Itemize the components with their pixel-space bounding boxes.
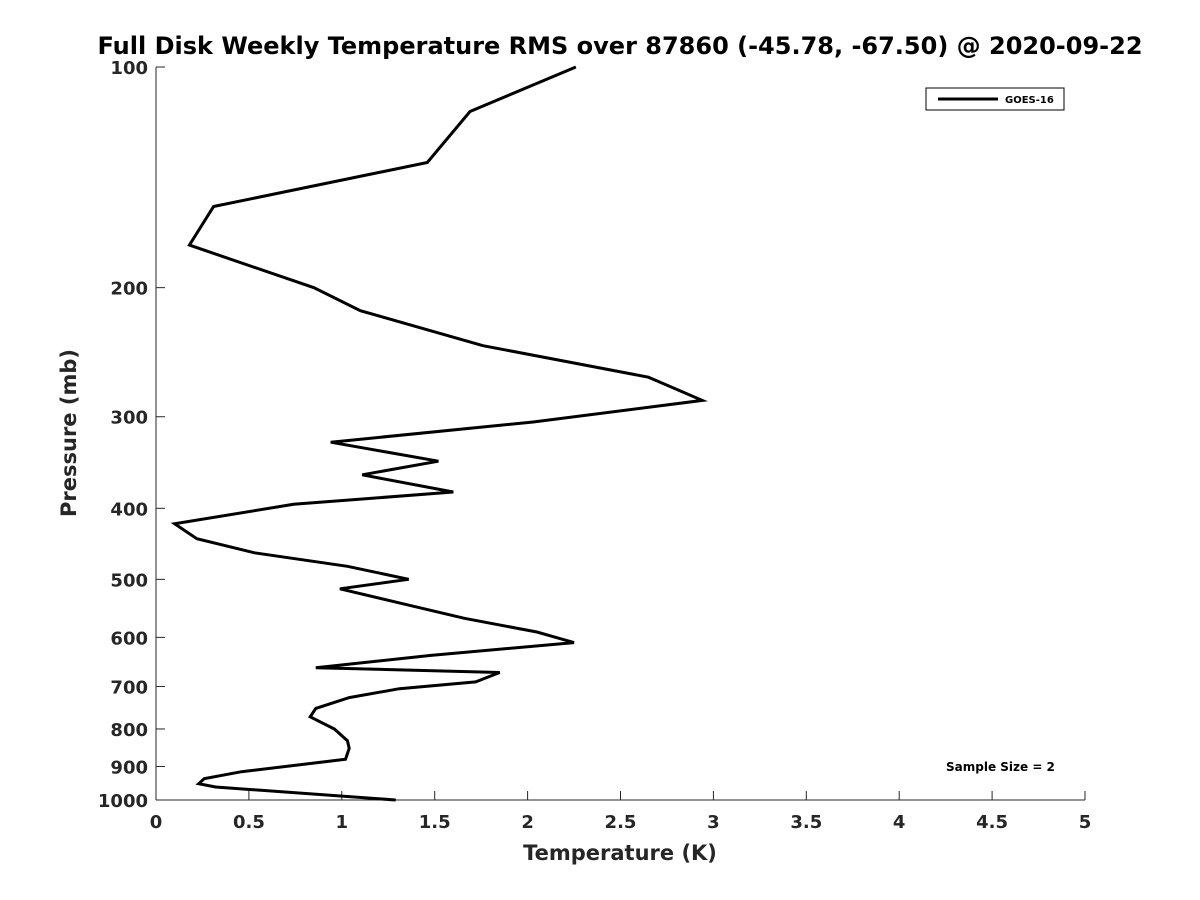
y-axis-label: Pressure (mb) [57, 349, 81, 517]
x-tick-label: 4 [893, 812, 906, 833]
legend-label-goes-16: GOES-16 [1005, 95, 1054, 106]
data-series [170, 65, 708, 802]
x-tick-label: 2 [521, 812, 534, 833]
x-tick-label: 3 [707, 812, 720, 833]
y-tick-label: 900 [110, 757, 148, 778]
y-tick-label: 600 [110, 628, 148, 649]
sample-size-annotation: Sample Size = 2 [946, 760, 1055, 774]
chart-title: Full Disk Weekly Temperature RMS over 87… [97, 32, 1142, 60]
x-tick-label: 5 [1079, 812, 1092, 833]
axis-ticks: 0 0.5 1 1.5 2 2.5 3 3.5 4 4.5 5 100 200 300 400 500 600 7… [98, 58, 1091, 833]
x-tick-label: 4.5 [976, 812, 1008, 833]
y-tick-label: 800 [110, 720, 148, 741]
series-line-goes-16 [170, 65, 708, 802]
y-tick-label: 700 [110, 677, 148, 698]
x-tick-label: 0 [150, 812, 163, 833]
y-tick-label: 400 [110, 499, 148, 520]
y-tick-label: 200 [110, 279, 148, 300]
y-tick-label: 1000 [98, 791, 148, 812]
y-tick-label: 300 [110, 408, 148, 429]
x-tick-label: 3.5 [790, 812, 822, 833]
x-tick-label: 0.5 [233, 812, 265, 833]
y-tick-label: 100 [110, 58, 148, 79]
x-tick-label: 1 [336, 812, 349, 833]
x-tick-label: 2.5 [605, 812, 637, 833]
x-tick-label: 1.5 [419, 812, 451, 833]
legend: GOES-16 [925, 87, 1065, 111]
x-axis-label: Temperature (K) [523, 841, 717, 865]
y-tick-label: 500 [110, 570, 148, 591]
